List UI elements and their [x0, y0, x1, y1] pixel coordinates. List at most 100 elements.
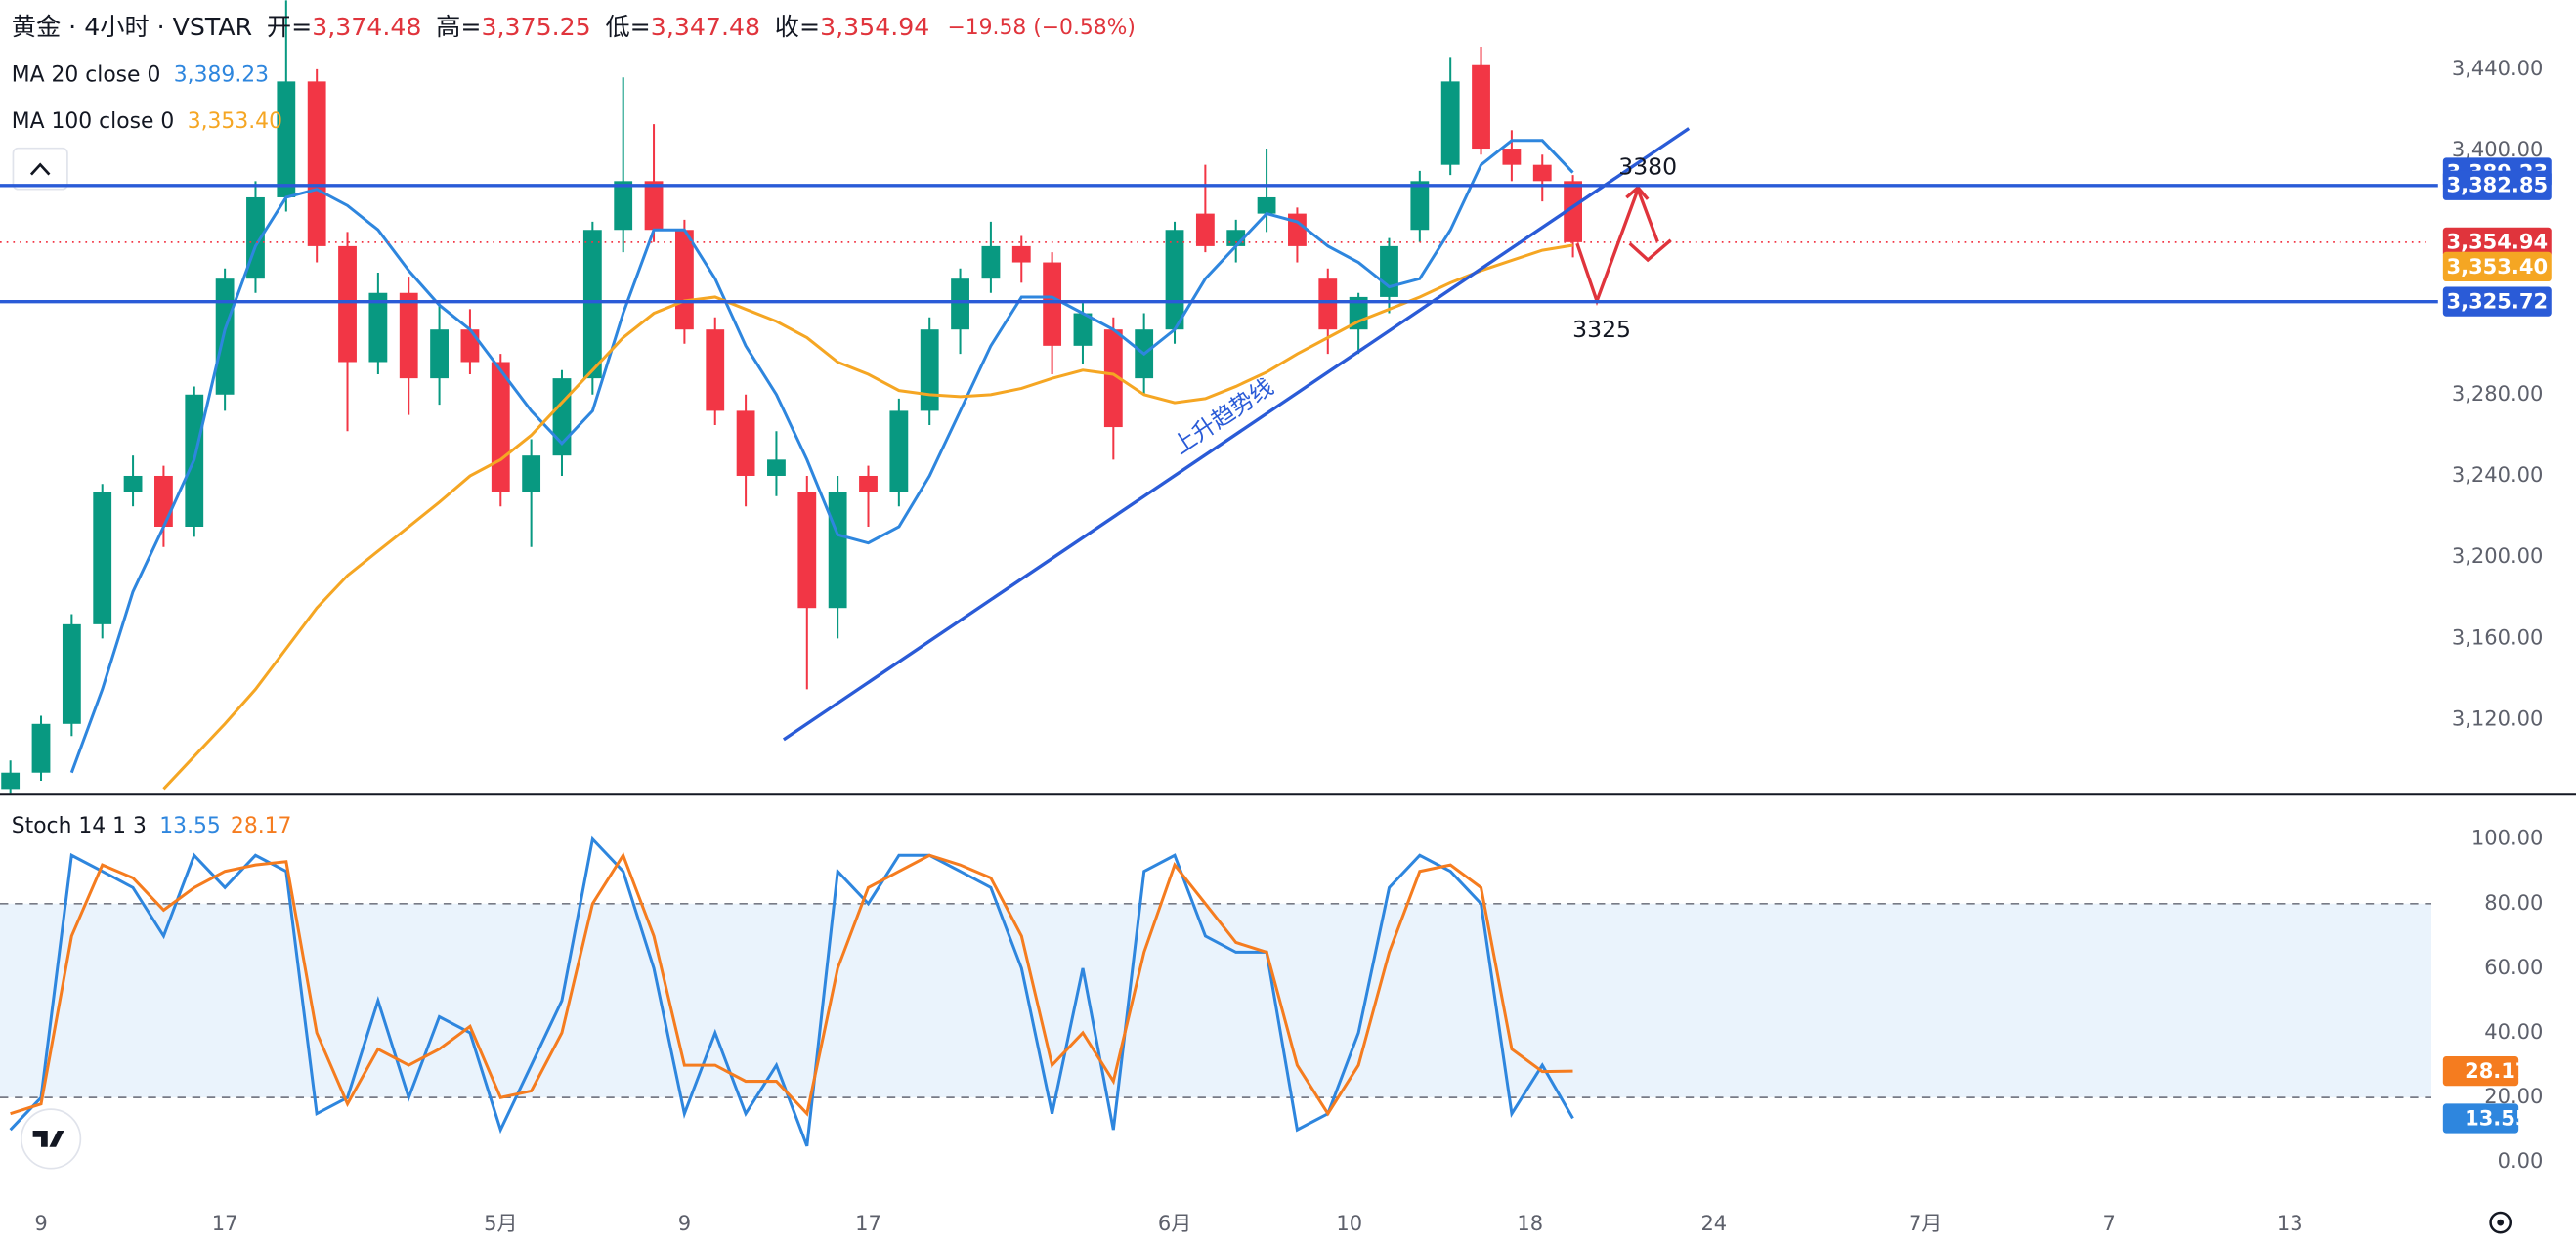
trendline	[782, 127, 1691, 742]
quote-change: −19.58 (−0.58%)	[947, 16, 1136, 40]
price-label-text: 3,353.40	[2446, 254, 2548, 278]
quote-label: 收=	[775, 13, 820, 41]
quote-value: 3,374.48	[312, 13, 421, 41]
y-tick-label: 100.00	[2471, 826, 2543, 850]
candle-body	[1502, 149, 1522, 165]
x-tick-label: 10	[1336, 1211, 1362, 1235]
y-tick-label: 80.00	[2484, 890, 2543, 915]
candle-body	[307, 81, 326, 246]
candle-body	[1410, 181, 1430, 231]
y-tick-label: 3,280.00	[2452, 381, 2544, 406]
candle-body	[1472, 64, 1490, 150]
x-tick-label: 17	[855, 1211, 881, 1235]
candle-body	[522, 455, 541, 492]
ma-line	[162, 243, 1573, 791]
projection-arrow	[1628, 238, 1672, 263]
candle-body	[154, 475, 173, 527]
x-tick-label: 13	[2277, 1211, 2303, 1235]
candle-body	[1043, 262, 1062, 346]
button-icon[interactable]	[29, 162, 51, 176]
candle-body	[797, 492, 817, 609]
quote-label: 高=	[436, 13, 481, 41]
button-box[interactable]	[12, 147, 68, 191]
legend-value: 3,389.23	[174, 64, 269, 88]
legend-name: MA 100 close 0	[12, 109, 174, 134]
logo-mark[interactable]	[32, 1130, 64, 1147]
legend-entry: MA 20 close 0 3,389.23	[12, 64, 269, 88]
settings-button[interactable]	[2489, 1211, 2512, 1234]
candle-body	[491, 362, 510, 492]
candle-body	[123, 475, 143, 492]
quote-value: 3,354.94	[820, 13, 929, 41]
x-tick-label: 24	[1700, 1211, 1727, 1235]
candle-body	[767, 459, 786, 476]
band-fill	[0, 903, 2432, 1098]
price-label-text: 3,325.72	[2446, 288, 2548, 313]
x-tick-label: 17	[212, 1211, 238, 1235]
candle-body	[706, 329, 725, 411]
x-tick-label: 5月	[484, 1211, 517, 1235]
candle-body	[1195, 213, 1215, 246]
candle-body	[1, 772, 21, 790]
candle-body	[1103, 329, 1123, 428]
collapse-button[interactable]	[12, 147, 68, 191]
price-label: 3,353.40	[2442, 251, 2552, 282]
candle-body	[93, 492, 112, 624]
price-label-box	[2442, 227, 2552, 257]
level-label: 3380	[1618, 152, 1677, 180]
indicator-legend: Stoch 14 1 3 13.55 28.17	[12, 814, 292, 838]
candle-body	[62, 623, 81, 724]
candle-body	[430, 329, 449, 379]
candle-body	[889, 410, 909, 492]
y-tick-label: 40.00	[2484, 1019, 2543, 1044]
candle-body	[31, 723, 51, 773]
logo[interactable]	[21, 1108, 82, 1170]
candle-body	[582, 230, 602, 379]
legend-value: 28.17	[231, 814, 292, 838]
candle-body	[277, 81, 296, 197]
legend-entry: MA 100 close 0 3,353.40	[12, 109, 282, 134]
candle-body	[951, 278, 969, 330]
quote-value: 3,375.25	[481, 13, 590, 41]
legend-name: MA 20 close 0	[12, 64, 161, 88]
candle-body	[828, 492, 847, 609]
price-label: 3,325.72	[2442, 286, 2552, 317]
candle-body	[920, 329, 939, 411]
quote-label: 低=	[605, 13, 650, 41]
candle-body	[338, 245, 357, 363]
x-tick-label: 18	[1517, 1211, 1543, 1235]
candle-body	[736, 410, 755, 476]
price-label: 3,354.94	[2442, 227, 2552, 257]
price-label-box	[2442, 1056, 2519, 1087]
candle-body	[1165, 230, 1184, 330]
symbol-header: 黄金 · 4小时 · VSTAR 开=3,374.48 高=3,375.25 低…	[12, 13, 1136, 41]
candle-body	[859, 475, 878, 492]
projection-path	[1575, 184, 1659, 307]
price-label: 13.55	[2442, 1103, 2530, 1134]
legend-value: 3,353.40	[188, 109, 282, 134]
gear[interactable]	[2489, 1211, 2512, 1234]
gear-center[interactable]	[2497, 1219, 2505, 1226]
candle-body	[399, 292, 418, 379]
y-tick-label: 3,120.00	[2452, 706, 2544, 731]
quote-label: 开=	[267, 13, 312, 41]
symbol-title: 黄金 · 4小时 · VSTAR	[12, 13, 252, 41]
candle-body	[1288, 213, 1307, 246]
logo-circle[interactable]	[21, 1108, 82, 1170]
candle-body	[368, 292, 388, 363]
y-tick-label: 3,400.00	[2452, 137, 2544, 161]
legend-value: 13.55	[159, 814, 221, 838]
candle-body	[460, 329, 480, 363]
price-label-box	[2442, 170, 2552, 200]
y-tick-label: 60.00	[2484, 955, 2543, 979]
y-tick-label: 0.00	[2498, 1148, 2544, 1173]
price-label-box	[2442, 1103, 2519, 1134]
y-tick-label: 3,160.00	[2452, 624, 2544, 649]
y-tick-label: 3,200.00	[2452, 543, 2544, 568]
candle-body	[1257, 196, 1276, 214]
price-label-text: 3,354.94	[2446, 230, 2548, 254]
candle-body	[1564, 181, 1582, 242]
x-tick-label: 6月	[1158, 1211, 1191, 1235]
